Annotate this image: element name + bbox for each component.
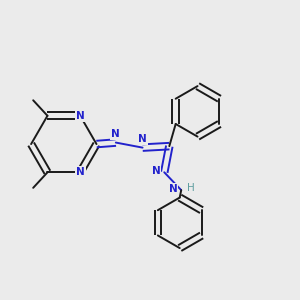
- Text: N: N: [76, 111, 85, 121]
- Text: H: H: [187, 183, 195, 193]
- Text: N: N: [169, 184, 177, 194]
- Text: N: N: [111, 129, 120, 139]
- Text: N: N: [152, 166, 160, 176]
- Text: N: N: [76, 167, 85, 177]
- Text: N: N: [138, 134, 147, 144]
